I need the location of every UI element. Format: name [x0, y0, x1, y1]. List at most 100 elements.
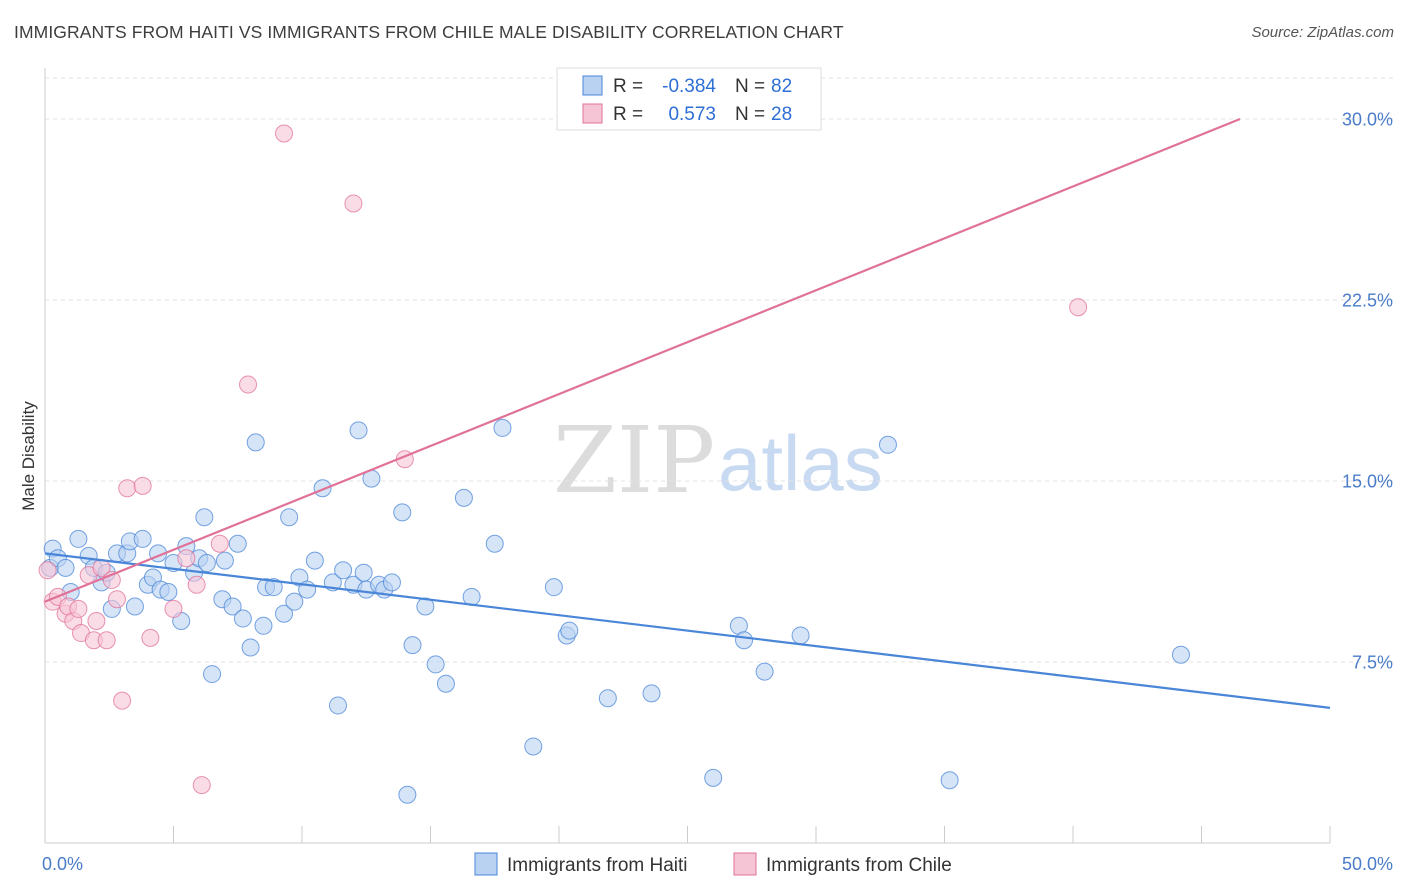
chile-point	[133, 476, 152, 495]
haiti-point	[197, 554, 216, 573]
legend-r-value-haiti: -0.384	[662, 76, 716, 97]
correlation-legend: R = -0.384 N = 82 R = 0.573 N = 28	[556, 67, 822, 131]
haiti-point	[305, 551, 324, 570]
chile-point	[141, 628, 160, 647]
haiti-point	[462, 587, 481, 606]
haiti-point	[416, 597, 435, 616]
haiti-point	[195, 508, 214, 527]
haiti-point	[436, 674, 455, 693]
bottom-legend-swatch-haiti	[474, 852, 498, 876]
chile-point	[177, 549, 196, 568]
watermark-atlas: atlas	[718, 419, 883, 507]
haiti-point	[382, 573, 401, 592]
data-points	[38, 124, 1190, 804]
legend-n-value-chile: 28	[771, 104, 792, 125]
chile-point	[118, 479, 137, 498]
haiti-point	[398, 785, 417, 804]
chile-point	[192, 776, 211, 795]
chart-title: IMMIGRANTS FROM HAITI VS IMMIGRANTS FROM…	[14, 22, 844, 42]
x-tick-label-max: 50.0%	[1342, 854, 1393, 874]
legend-swatch-chile	[582, 103, 603, 124]
y-tick-label: 22.5%	[1342, 291, 1393, 311]
legend-n-label-chile: N =	[735, 104, 765, 125]
chile-point	[38, 561, 57, 580]
haiti-point	[560, 621, 579, 640]
haiti-point	[454, 488, 473, 507]
haiti-point	[393, 503, 412, 522]
haiti-trend-line	[44, 552, 1331, 709]
haiti-point	[940, 771, 959, 790]
haiti-point	[69, 529, 88, 548]
chile-point	[187, 575, 206, 594]
haiti-point	[349, 421, 368, 440]
haiti-point	[544, 578, 563, 597]
chile-point	[344, 194, 363, 213]
haiti-point	[228, 534, 247, 553]
haiti-point	[704, 768, 723, 787]
haiti-point	[215, 551, 234, 570]
haiti-point	[56, 558, 75, 577]
chile-point	[97, 631, 116, 650]
x-tick-label-min: 0.0%	[42, 854, 83, 874]
axes	[44, 68, 1331, 844]
haiti-point	[203, 665, 222, 684]
bottom-legend-swatch-chile	[733, 852, 757, 876]
chile-point	[1069, 298, 1088, 317]
chile-point	[113, 691, 132, 710]
haiti-point	[313, 479, 332, 498]
haiti-point	[334, 561, 353, 580]
y-axis-label: Male Disability	[19, 401, 38, 511]
legend-n-value-haiti: 82	[771, 76, 792, 97]
haiti-point	[159, 583, 178, 602]
y-tick-labels: 7.5% 15.0% 22.5% 30.0%	[1342, 110, 1393, 673]
haiti-point	[791, 626, 810, 645]
series-legend: Immigrants from Haiti Immigrants from Ch…	[474, 852, 952, 876]
haiti-point	[254, 616, 273, 635]
x-tick-labels: 0.0% 50.0%	[42, 854, 1393, 874]
haiti-point	[735, 631, 754, 650]
legend-swatch-haiti	[582, 75, 603, 96]
chile-point	[69, 599, 88, 618]
y-tick-label: 7.5%	[1352, 653, 1393, 673]
haiti-point	[241, 638, 260, 657]
chile-point	[164, 599, 183, 618]
chile-point	[275, 124, 294, 143]
haiti-point	[285, 592, 304, 611]
chart-source: Source: ZipAtlas.com	[1251, 24, 1394, 41]
legend-r-label-haiti: R =	[613, 76, 643, 97]
haiti-point	[755, 662, 774, 681]
haiti-point	[280, 508, 299, 527]
haiti-point	[493, 418, 512, 437]
chile-point	[210, 534, 229, 553]
chile-point	[87, 611, 106, 630]
chile-trend-line	[44, 117, 1241, 603]
chile-point	[107, 590, 126, 609]
haiti-point	[642, 684, 661, 703]
haiti-point	[125, 597, 144, 616]
y-tick-label: 15.0%	[1342, 472, 1393, 492]
haiti-point	[426, 655, 445, 674]
legend-r-label-chile: R =	[613, 104, 643, 125]
bottom-legend-label-chile: Immigrants from Chile	[766, 855, 952, 876]
y-tick-label: 30.0%	[1342, 110, 1393, 130]
grid-lines	[45, 77, 1393, 663]
haiti-point	[264, 578, 283, 597]
haiti-point	[233, 609, 252, 628]
haiti-point	[485, 534, 504, 553]
haiti-point	[1171, 645, 1190, 664]
haiti-point	[275, 604, 294, 623]
trend-lines	[44, 117, 1331, 709]
haiti-point	[598, 689, 617, 708]
legend-r-value-chile: 0.573	[668, 104, 716, 125]
bottom-legend-label-haiti: Immigrants from Haiti	[507, 855, 688, 876]
haiti-point	[403, 636, 422, 655]
haiti-point	[133, 529, 152, 548]
legend-n-label-haiti: N =	[735, 76, 765, 97]
haiti-point	[223, 597, 242, 616]
haiti-point	[328, 696, 347, 715]
haiti-point	[524, 737, 543, 756]
haiti-point	[354, 563, 373, 582]
chile-point	[239, 375, 258, 394]
watermark-zip: ZIP	[553, 407, 715, 514]
